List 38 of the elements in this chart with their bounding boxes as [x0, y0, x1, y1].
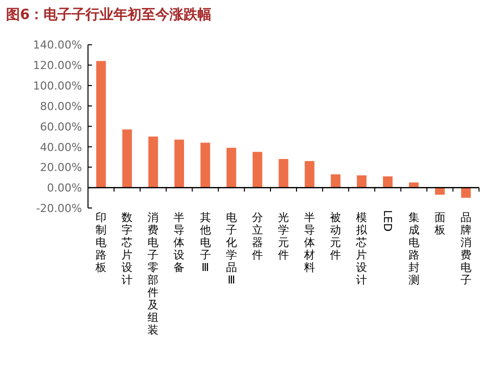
y-tick-label: 80.00%	[40, 100, 82, 113]
y-tick-label: 60.00%	[40, 120, 82, 134]
x-tick-label: 半导体设备	[174, 211, 185, 274]
x-tick-label: 其他电子Ⅲ	[200, 211, 211, 274]
bar	[96, 61, 106, 188]
y-tick-label: -20.00%	[36, 202, 82, 215]
bar	[252, 152, 262, 188]
y-tick-label: 40.00%	[40, 140, 82, 154]
bar	[461, 188, 471, 198]
x-tick-label: 光学元件	[278, 211, 289, 262]
chart-title: 图6：电子子行业年初至今涨跌幅	[6, 6, 212, 23]
y-tick-label: 0.00%	[47, 182, 82, 195]
bar	[226, 148, 236, 188]
bar	[304, 161, 314, 188]
x-tick-label: 分立器件	[252, 211, 263, 262]
x-tick-label: 数字芯片设计	[120, 211, 133, 286]
y-tick-label: 120.00%	[33, 59, 82, 72]
bar	[200, 142, 210, 188]
x-tick-label: 模拟芯片设计	[355, 211, 368, 286]
bar	[174, 140, 184, 188]
bar	[330, 174, 340, 188]
y-tick-label: 100.00%	[33, 80, 82, 93]
x-tick-label: 面板	[433, 211, 446, 236]
x-tick-label: 集成电路封测	[408, 211, 420, 286]
bar	[356, 175, 367, 188]
x-tick-label: 被动元件	[330, 211, 342, 262]
y-tick-label: 140.00%	[33, 38, 82, 52]
x-tick-label: LED	[380, 210, 394, 232]
bar	[122, 129, 132, 188]
y-tick-label: 20.00%	[40, 161, 82, 174]
x-tick-label: 电子化学品Ⅲ	[226, 211, 237, 286]
x-tick-label: 半导体材料	[303, 211, 316, 274]
category-label: 消费电子零部件及组装	[148, 211, 159, 336]
bar	[278, 159, 288, 188]
x-tick-label: 品牌消费电子	[460, 211, 472, 286]
bar	[382, 176, 393, 188]
x-tick-label: 印制电路板	[94, 211, 107, 274]
bar	[148, 136, 158, 188]
